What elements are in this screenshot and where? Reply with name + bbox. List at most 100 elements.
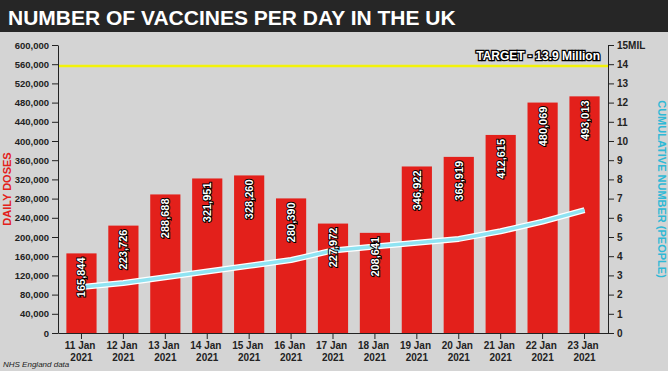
tick: 240,000 — [15, 212, 58, 223]
tick: 1 — [608, 309, 623, 320]
tick: 13 — [608, 78, 629, 89]
tick-label: 13 Jan 2021 — [148, 340, 182, 363]
tick-mark — [52, 314, 58, 315]
tick-label: 120,000 — [15, 270, 49, 281]
axis-line — [58, 46, 59, 334]
tick-label: 1 — [617, 309, 623, 320]
tick: 520,000 — [15, 78, 58, 89]
tick: 0 — [608, 328, 623, 339]
tick-mark — [608, 314, 614, 315]
tick: 480,000 — [15, 97, 58, 108]
tick-mark — [608, 218, 614, 219]
tick-label: 280,000 — [15, 193, 49, 204]
data-labels: 165,844223,726288,688321,951328,260280,3… — [75, 100, 590, 297]
data-label: 328,260 — [243, 179, 255, 219]
bar — [444, 157, 474, 333]
tick-mark — [416, 333, 417, 339]
tick-label: 440,000 — [15, 116, 49, 127]
tick-mark — [52, 295, 58, 296]
title: NUMBER OF VACCINES PER DAY IN THE UK — [8, 6, 456, 29]
line — [81, 210, 584, 287]
tick-label: 22 Jan 2021 — [526, 340, 560, 363]
tick-mark — [608, 256, 614, 257]
tick-mark — [52, 141, 58, 142]
tick: 18 Jan 2021 — [358, 333, 392, 363]
tick-label: 600,000 — [15, 40, 49, 51]
tick-label: 40,000 — [20, 308, 49, 319]
tick-mark — [608, 333, 614, 334]
line-halo — [81, 210, 584, 287]
tick-mark — [52, 122, 58, 123]
data-label: 165,844 — [75, 257, 87, 298]
tick: 600,000 — [15, 40, 58, 51]
tick: 8 — [608, 174, 623, 185]
tick-mark — [608, 64, 614, 65]
background — [0, 0, 668, 371]
tick-mark — [207, 333, 208, 339]
tick-label: 11 — [617, 117, 628, 128]
data-label: 480,069 — [537, 107, 549, 147]
tick-mark — [333, 333, 334, 339]
data-label: 223,726 — [117, 230, 129, 270]
data-label: 366,919 — [453, 161, 465, 201]
tick-mark — [608, 45, 614, 46]
tick: 320,000 — [15, 174, 58, 185]
chart: NUMBER OF VACCINES PER DAY IN THE UK 165,… — [0, 0, 668, 371]
tick-label: 19 Jan 2021 — [400, 340, 434, 363]
tick-label: 9 — [617, 155, 623, 166]
bar — [402, 166, 432, 333]
tick: 560,000 — [15, 59, 58, 70]
tick-label: 14 Jan 2021 — [190, 340, 224, 363]
data-label: 321,951 — [201, 182, 213, 222]
tick: 15MIL — [608, 40, 645, 51]
tick: 200,000 — [15, 232, 58, 243]
tick-mark — [500, 333, 501, 339]
tick: 160,000 — [15, 251, 58, 262]
tick-mark — [458, 333, 459, 339]
tick: 440,000 — [15, 116, 58, 127]
tick: 10 — [608, 136, 629, 147]
tick-mark — [608, 275, 614, 276]
tick-label: 15MIL — [617, 40, 645, 51]
tick-label: 80,000 — [20, 289, 49, 300]
data-label: 208,641 — [369, 237, 381, 277]
tick-label: 16 Jan 2021 — [274, 340, 308, 363]
tick-mark — [608, 237, 614, 238]
tick-label: 13 — [617, 78, 629, 89]
tick-mark — [52, 64, 58, 65]
tick-label: 6 — [617, 213, 623, 224]
tick: 19 Jan 2021 — [400, 333, 434, 363]
tick-label: 480,000 — [15, 97, 49, 108]
tick-mark — [52, 160, 58, 161]
data-label: 227,972 — [327, 228, 339, 268]
tick: 12 Jan 2021 — [106, 333, 140, 363]
tick-mark — [52, 256, 58, 257]
tick: 7 — [608, 193, 623, 204]
tick-label: 5 — [617, 232, 623, 243]
tick-label: 160,000 — [15, 251, 49, 262]
bar — [276, 198, 306, 333]
tick-label: 10 — [617, 136, 629, 147]
tick-mark — [608, 199, 614, 200]
tick: 15 Jan 2021 — [232, 333, 266, 363]
tick-mark — [52, 333, 58, 334]
tick-mark — [123, 333, 124, 339]
bar — [234, 175, 264, 333]
tick-mark — [374, 333, 375, 339]
tick-mark — [584, 333, 585, 339]
tick-mark — [52, 218, 58, 219]
tick-mark — [52, 237, 58, 238]
tick-mark — [52, 83, 58, 84]
y-axis: 040,00080,000120,000160,000200,000240,00… — [15, 40, 59, 339]
tick-label: 12 Jan 2021 — [106, 340, 140, 363]
y2-axis-title: CUMULATIVE NUMBER (PEOPLE) — [656, 100, 668, 278]
tick-mark — [165, 333, 166, 339]
tick-label: 360,000 — [15, 155, 49, 166]
tick: 23 Jan 2021 — [568, 333, 602, 363]
tick-label: 3 — [617, 270, 623, 281]
tick-mark — [52, 199, 58, 200]
tick-label: 200,000 — [15, 232, 49, 243]
data-label: 412,615 — [495, 139, 507, 179]
tick-mark — [52, 275, 58, 276]
tick: 360,000 — [15, 155, 58, 166]
